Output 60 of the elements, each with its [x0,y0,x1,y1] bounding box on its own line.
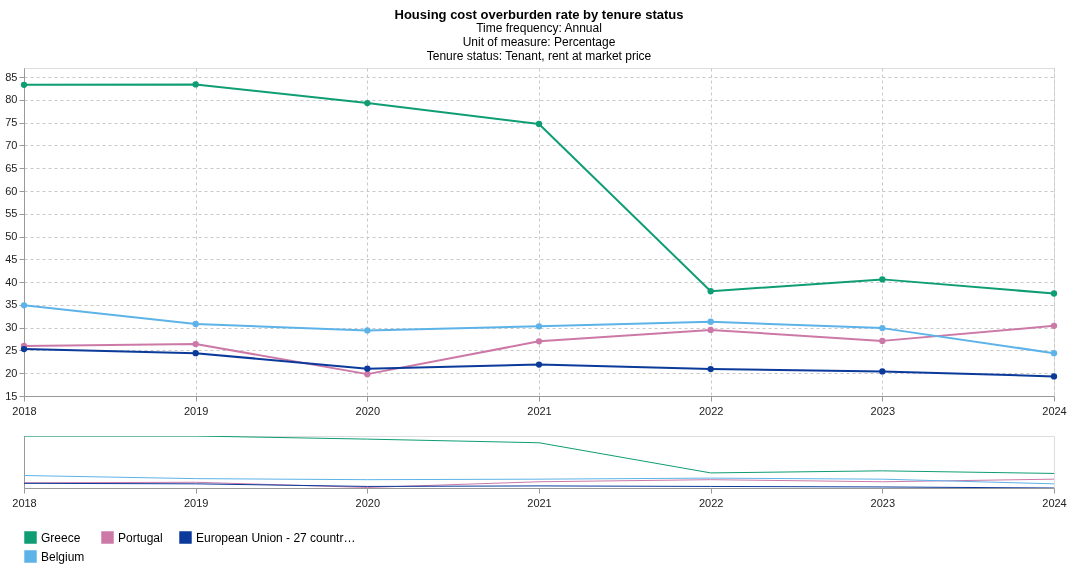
point [879,324,886,332]
point [535,338,543,345]
x-tick-label: 2018 [12,496,37,509]
y-tick-label: 75 [5,116,18,129]
x-tick-label: 2022 [698,496,724,509]
x-tick-label: 2021 [527,496,552,509]
x-tick-label: 2021 [527,404,552,417]
point [20,81,28,89]
y-tick-label: 20 [5,366,18,379]
y-tick-label: 45 [5,252,18,265]
chart-title: Housing cost overburden rate by tenure status [394,7,684,22]
point [192,320,199,328]
point [192,350,199,357]
point [364,370,371,378]
point [192,340,199,348]
x-tick-label: 2019 [183,496,209,509]
y-tick-label: 35 [5,298,18,311]
x-tick-label: 2022 [698,404,724,417]
point [707,318,714,325]
y-tick-label: 65 [5,161,18,174]
point [707,326,714,334]
point [1050,290,1058,297]
x-tick-label: 2024 [1042,404,1067,417]
point [1050,322,1058,329]
point [707,365,714,373]
chart-subtitle: Time frequency: Annual Unit of measure: Percentage Tenure status: Tenant, rent at market price [426,21,652,63]
legend-label: Greece [41,530,81,545]
point [879,368,886,375]
y-tick-label: 80 [5,93,18,106]
x-tick-label: 2023 [870,404,896,417]
x-tick-label: 2020 [355,496,381,509]
y-tick-label: 50 [5,230,18,243]
point [879,337,886,345]
y-tick-label: 15 [5,389,18,402]
point [364,365,371,372]
legend-label: European Union - 27 countr… [196,530,356,545]
point [535,120,543,128]
y-tick-label: 25 [5,343,18,356]
point [707,288,714,295]
point [535,323,543,330]
legend-label: Belgium [41,549,85,564]
y-tick-label: 55 [5,207,18,220]
point [1050,373,1058,380]
point [879,276,886,283]
point [364,327,371,334]
x-tick-label: 2024 [1042,496,1067,509]
point [364,99,371,107]
legend-label: Portugal [118,530,163,545]
point [535,361,543,368]
point [1050,350,1058,357]
point [192,81,199,88]
y-tick-label: 70 [5,138,18,151]
y-tick-label: 60 [5,184,18,197]
y-tick-label: 30 [5,321,18,334]
x-tick-label: 2019 [183,404,209,417]
x-tick-label: 2020 [355,404,381,417]
y-tick-label: 40 [5,275,18,288]
y-tick-label: 85 [5,70,18,83]
x-tick-label: 2023 [870,496,896,509]
x-tick-label: 2018 [12,404,37,417]
